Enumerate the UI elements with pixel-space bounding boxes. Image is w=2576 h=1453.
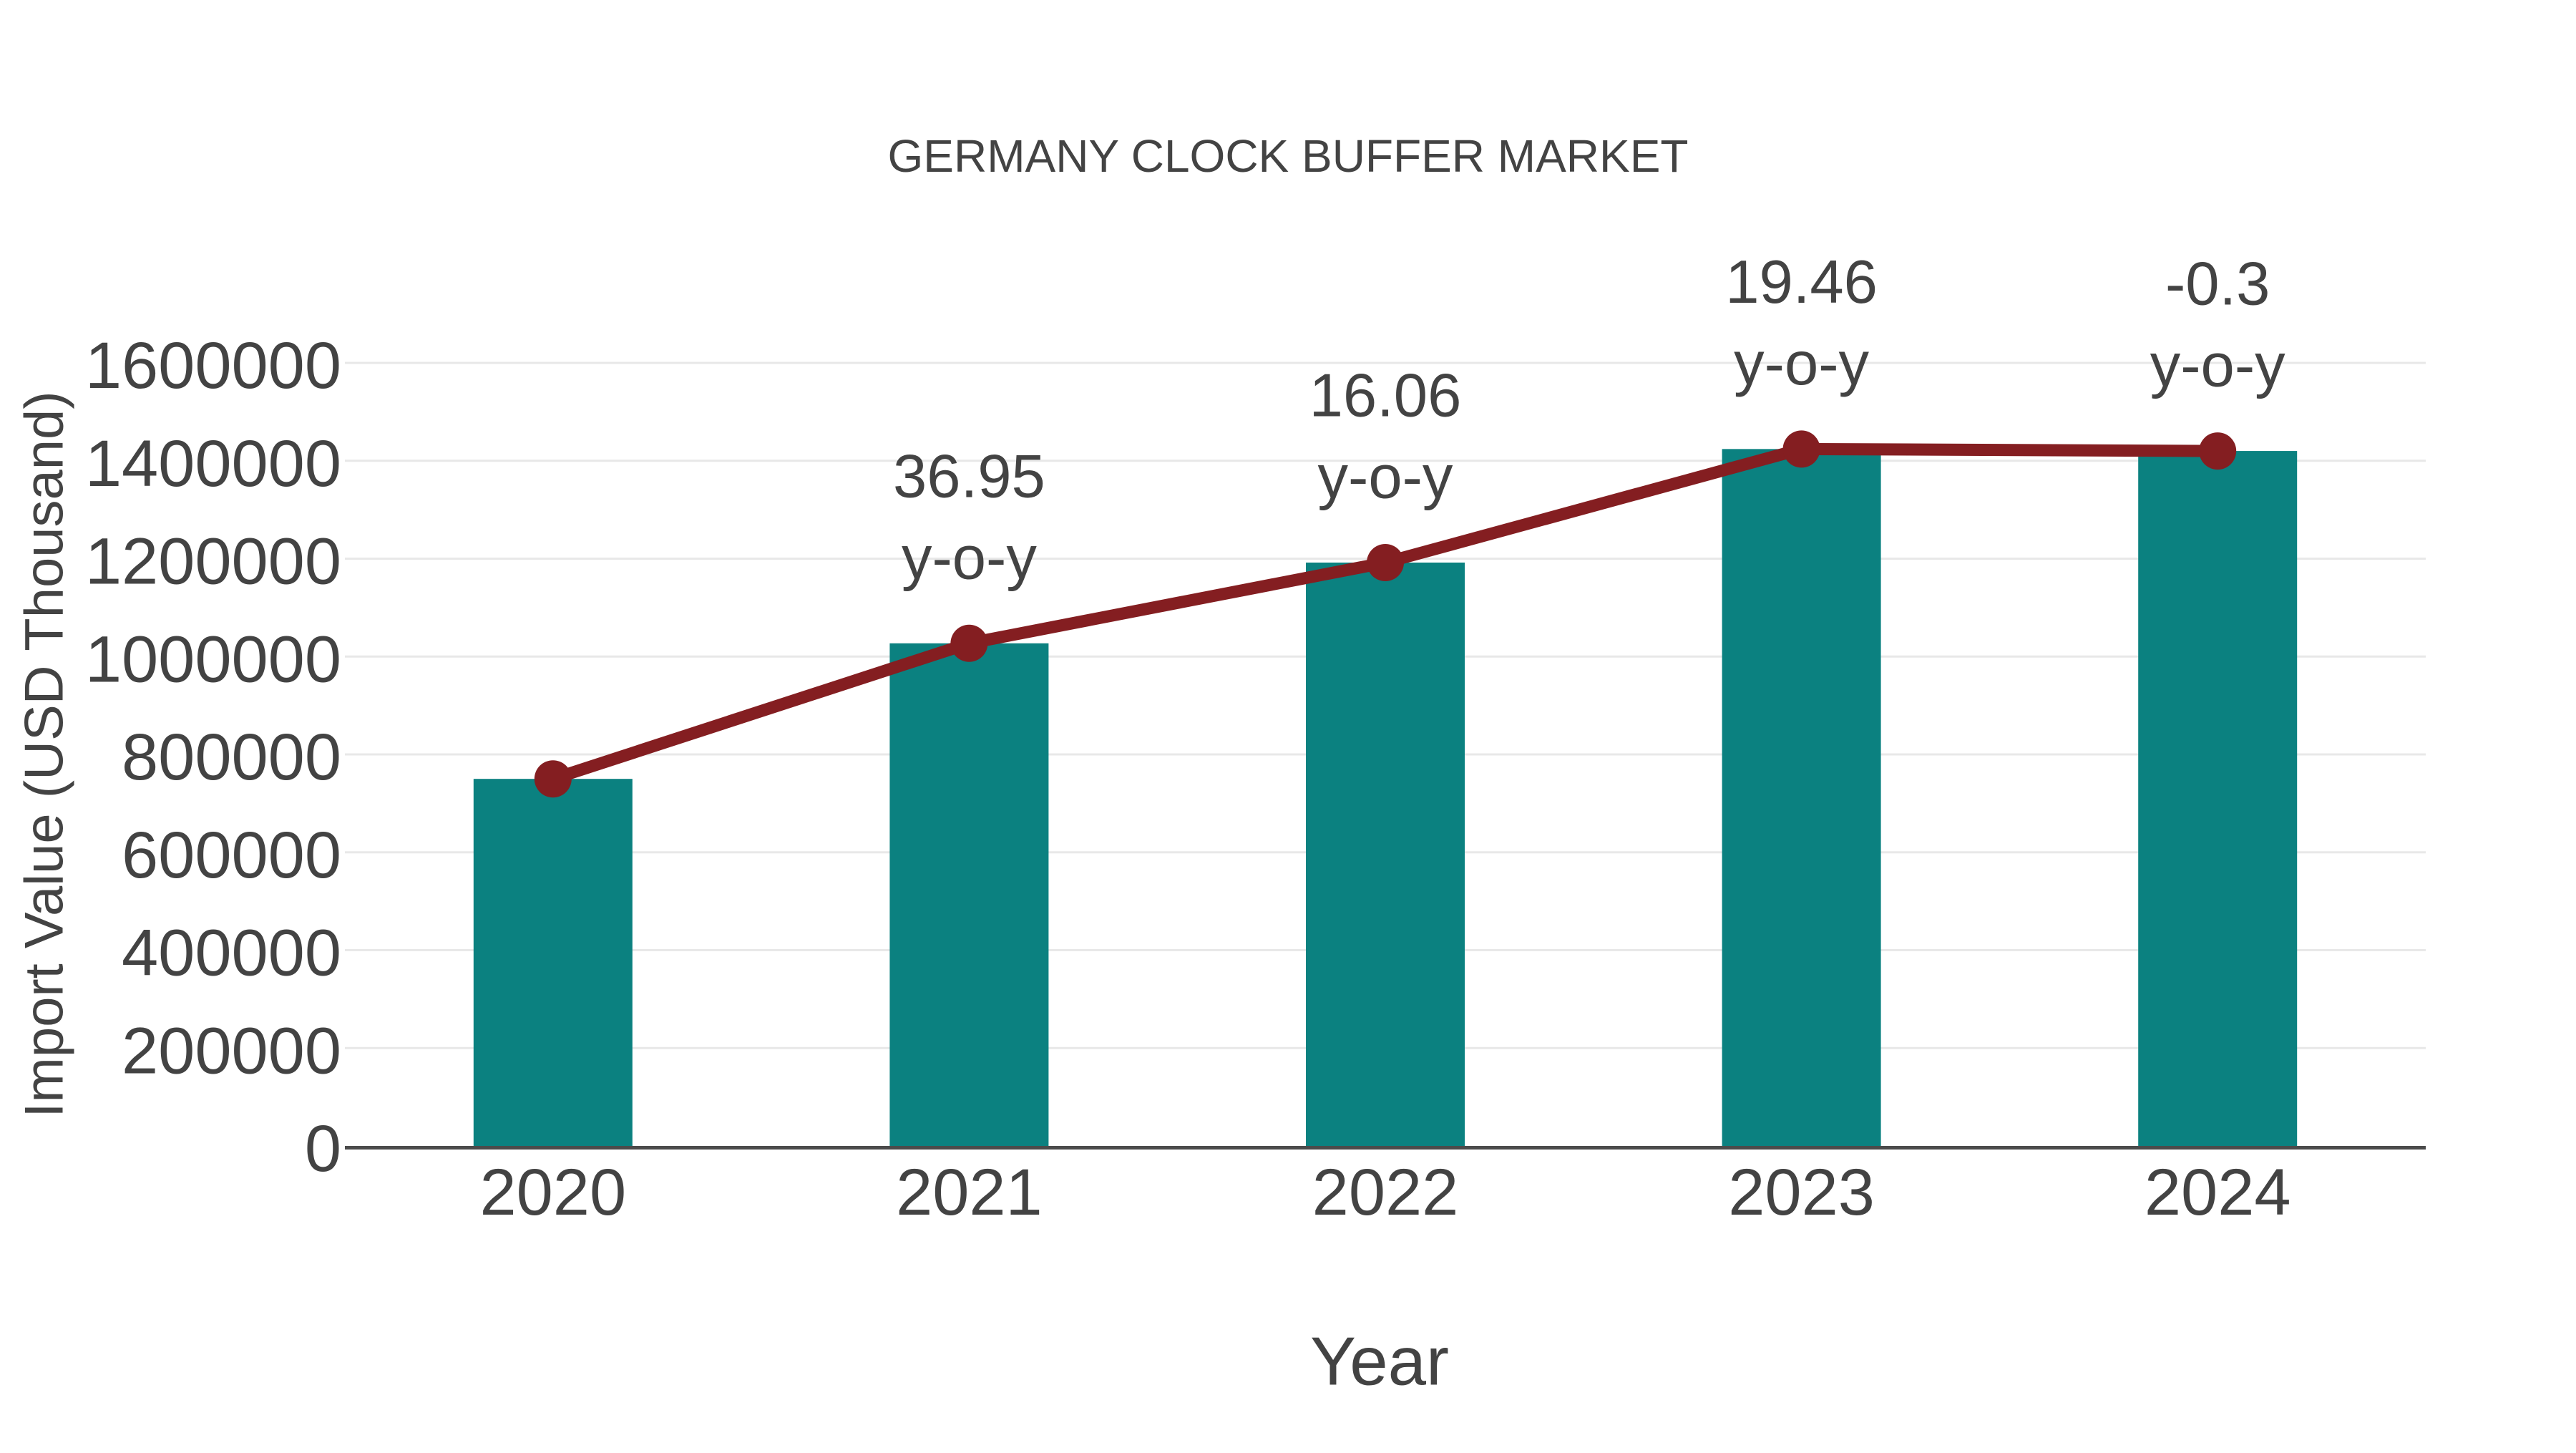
line-point-2021	[950, 624, 988, 662]
line-point-2020	[534, 760, 572, 798]
y-tick-label: 400000	[122, 917, 341, 990]
chart-title: GERMANY CLOCK BUFFER MARKET	[888, 130, 1689, 182]
x-tick-label-2023: 2023	[1728, 1156, 1875, 1229]
bars-layer	[473, 449, 2298, 1146]
y-tick-label: 1000000	[85, 623, 341, 696]
x-tick-labels-layer: 2020 2021 2022 2023 2024	[479, 1156, 2290, 1229]
x-tick-label-2024: 2024	[2145, 1156, 2291, 1229]
bar-2023	[1722, 449, 1881, 1146]
bar-2020	[473, 779, 633, 1146]
bar-2021	[889, 643, 1049, 1146]
x-tick-label-2022: 2022	[1312, 1156, 1459, 1229]
y-tick-label: 800000	[122, 721, 341, 794]
yoy-value-label-2023: 19.46	[1725, 248, 1878, 316]
x-tick-label-2020: 2020	[479, 1156, 626, 1229]
y-tick-label: 1200000	[85, 525, 341, 598]
y-tick-label: 0	[305, 1112, 341, 1185]
y-tick-label: 1600000	[85, 329, 341, 402]
yoy-unit-label-2024: y-o-y	[2150, 332, 2285, 400]
yoy-unit-label-2021: y-o-y	[902, 524, 1037, 592]
yoy-unit-label-2022: y-o-y	[1318, 443, 1453, 511]
line-point-2022	[1367, 543, 1404, 581]
line-point-2023	[1782, 430, 1820, 468]
line-point-2024	[2199, 432, 2237, 470]
y-tick-label: 600000	[122, 819, 341, 892]
y-axis-title: Import Value (USD Thousand)	[14, 391, 75, 1117]
data-labels-layer: 36.95 y-o-y 16.06 y-o-y 19.46 y-o-y -0.3 y-o-y	[893, 248, 2285, 592]
bar-2022	[1306, 562, 1465, 1146]
yoy-unit-label-2023: y-o-y	[1734, 330, 1869, 398]
y-tick-label: 1400000	[85, 427, 341, 500]
x-axis-title: Year	[1310, 1323, 1449, 1400]
x-tick-label-2021: 2021	[896, 1156, 1043, 1229]
trend-line-layer	[534, 430, 2237, 798]
y-tick-labels-layer: 0 200000 400000 600000 800000 1000000 1200000 1…	[85, 329, 341, 1185]
yoy-value-label-2022: 16.06	[1309, 361, 1462, 429]
bar-2024	[2138, 451, 2298, 1146]
yoy-value-label-2021: 36.95	[893, 442, 1045, 510]
y-tick-label: 200000	[122, 1014, 341, 1087]
yoy-value-label-2024: -0.3	[2165, 251, 2270, 319]
